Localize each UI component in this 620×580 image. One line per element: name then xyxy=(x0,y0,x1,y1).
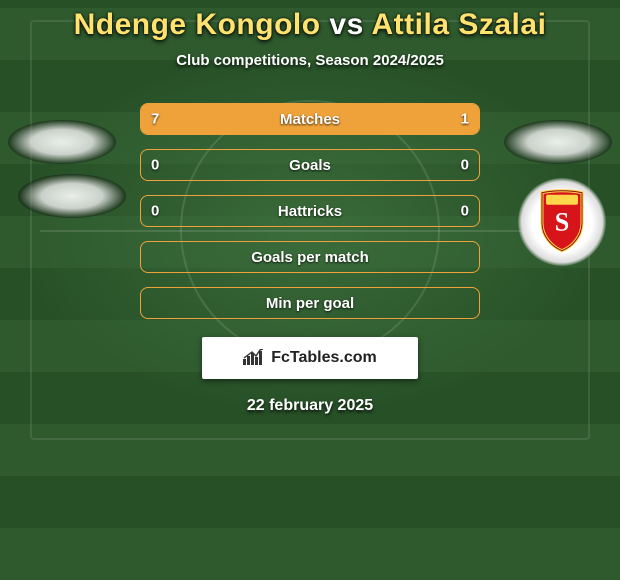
footer-brand-card: FcTables.com xyxy=(202,337,418,379)
stat-label: Goals xyxy=(289,157,331,174)
stat-label: Hattricks xyxy=(278,203,342,220)
stat-row: Goals per match xyxy=(140,241,480,273)
stat-value-left: 0 xyxy=(151,157,159,174)
player2-club-logo-placeholder xyxy=(504,114,612,164)
stat-value-right: 0 xyxy=(461,157,469,174)
stat-label: Goals per match xyxy=(251,249,369,266)
stat-value-right: 1 xyxy=(461,111,469,128)
svg-text:S: S xyxy=(555,208,569,237)
stat-value-right: 0 xyxy=(461,203,469,220)
subtitle: Club competitions, Season 2024/2025 xyxy=(0,52,620,69)
date-text: 22 february 2025 xyxy=(0,397,620,415)
stat-row: 0 0 Hattricks xyxy=(140,195,480,227)
player2-name: Attila Szalai xyxy=(372,8,547,41)
stat-row: Min per goal xyxy=(140,287,480,319)
player1-club-logo-1 xyxy=(8,114,116,164)
stat-label: Matches xyxy=(280,111,340,128)
stats-rows: 7 1 Matches 0 0 Goals 0 0 Hattricks Goals per mat… xyxy=(140,103,480,319)
stat-label: Min per goal xyxy=(266,295,354,312)
bar-chart-icon xyxy=(243,349,265,367)
footer-brand-text: FcTables.com xyxy=(271,349,377,367)
stat-value-left: 7 xyxy=(151,111,159,128)
player1-name: Ndenge Kongolo xyxy=(74,8,321,41)
player1-club-logo-2 xyxy=(18,168,126,218)
stat-value-left: 0 xyxy=(151,203,159,220)
stat-row: 0 0 Goals xyxy=(140,149,480,181)
player2-club-crest: S xyxy=(518,178,606,266)
page-title: Ndenge Kongolo vs Attila Szalai xyxy=(0,0,620,42)
stat-row: 7 1 Matches xyxy=(140,103,480,135)
stat-fill-right xyxy=(425,104,479,134)
shield-icon: S xyxy=(536,189,588,253)
vs-text: vs xyxy=(329,8,363,41)
